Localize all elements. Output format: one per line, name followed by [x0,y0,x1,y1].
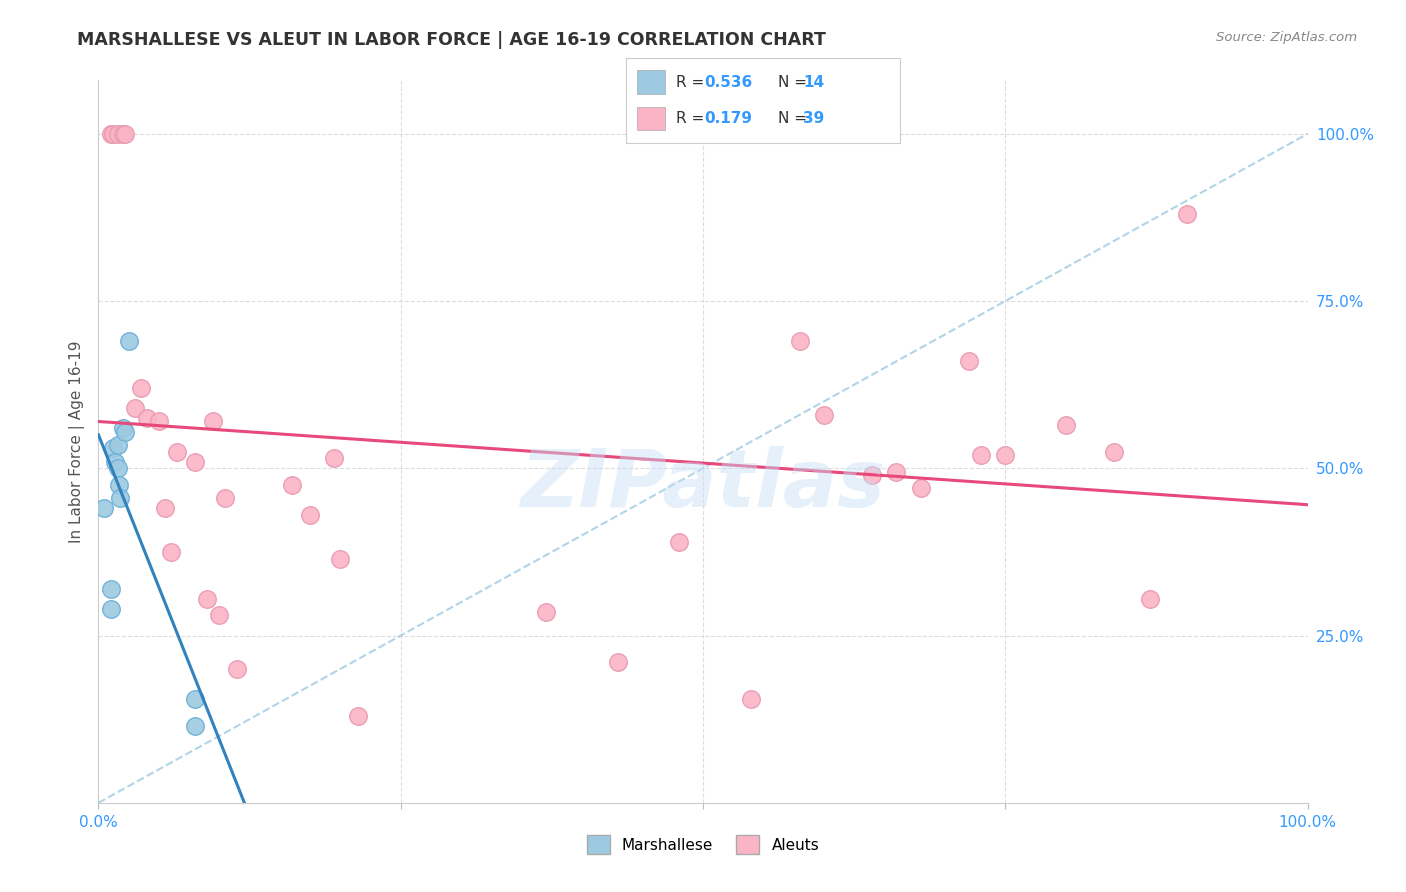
Point [124,401,146,416]
Point [129,381,152,395]
Point [101,127,124,141]
Point [160,545,183,559]
Text: 39: 39 [803,112,824,126]
Point [101,442,124,455]
Text: 0.536: 0.536 [704,75,752,89]
Point [668,534,690,549]
Point [104,455,127,469]
Point [114,127,136,141]
Point [534,605,557,619]
Point [148,414,170,429]
Point [135,411,157,425]
Text: Source: ZipAtlas.com: Source: ZipAtlas.com [1216,31,1357,45]
Point [860,467,883,482]
Point [184,692,207,706]
Point [100,127,122,141]
Point [1054,417,1077,432]
Point [195,591,218,606]
Point [153,501,176,516]
Text: N =: N = [778,75,811,89]
Point [740,692,762,706]
Point [957,354,980,368]
Point [789,334,811,349]
Point [107,127,129,141]
Point [323,451,346,466]
Point [114,425,136,439]
Point [111,421,134,435]
Point [299,508,322,523]
Point [1175,207,1198,221]
Point [813,408,835,422]
Point [100,602,122,616]
Point [1102,444,1125,458]
Point [202,414,225,429]
Point [108,478,131,492]
Point [347,708,370,723]
Point [108,491,131,506]
Point [886,465,908,479]
Point [607,655,630,669]
Point [208,608,231,623]
Point [118,334,141,349]
Point [107,461,129,475]
Text: N =: N = [778,112,811,126]
Point [100,582,122,596]
Legend: Marshallese, Aleuts: Marshallese, Aleuts [581,830,825,860]
Point [214,491,236,506]
Y-axis label: In Labor Force | Age 16-19: In Labor Force | Age 16-19 [69,340,84,543]
Point [970,448,993,462]
Point [1139,591,1161,606]
Point [281,478,304,492]
Point [93,501,115,516]
Point [910,482,932,496]
Text: ZIPatlas: ZIPatlas [520,446,886,524]
Text: R =: R = [676,75,710,89]
Point [226,662,249,676]
Point [329,551,352,566]
Point [107,438,129,452]
Point [184,455,207,469]
Point [994,448,1017,462]
Text: 0.179: 0.179 [704,112,752,126]
Text: 14: 14 [803,75,824,89]
Text: MARSHALLESE VS ALEUT IN LABOR FORCE | AGE 16-19 CORRELATION CHART: MARSHALLESE VS ALEUT IN LABOR FORCE | AG… [77,31,827,49]
Point [184,719,207,733]
Point [111,127,134,141]
Text: R =: R = [676,112,710,126]
Point [166,444,188,458]
